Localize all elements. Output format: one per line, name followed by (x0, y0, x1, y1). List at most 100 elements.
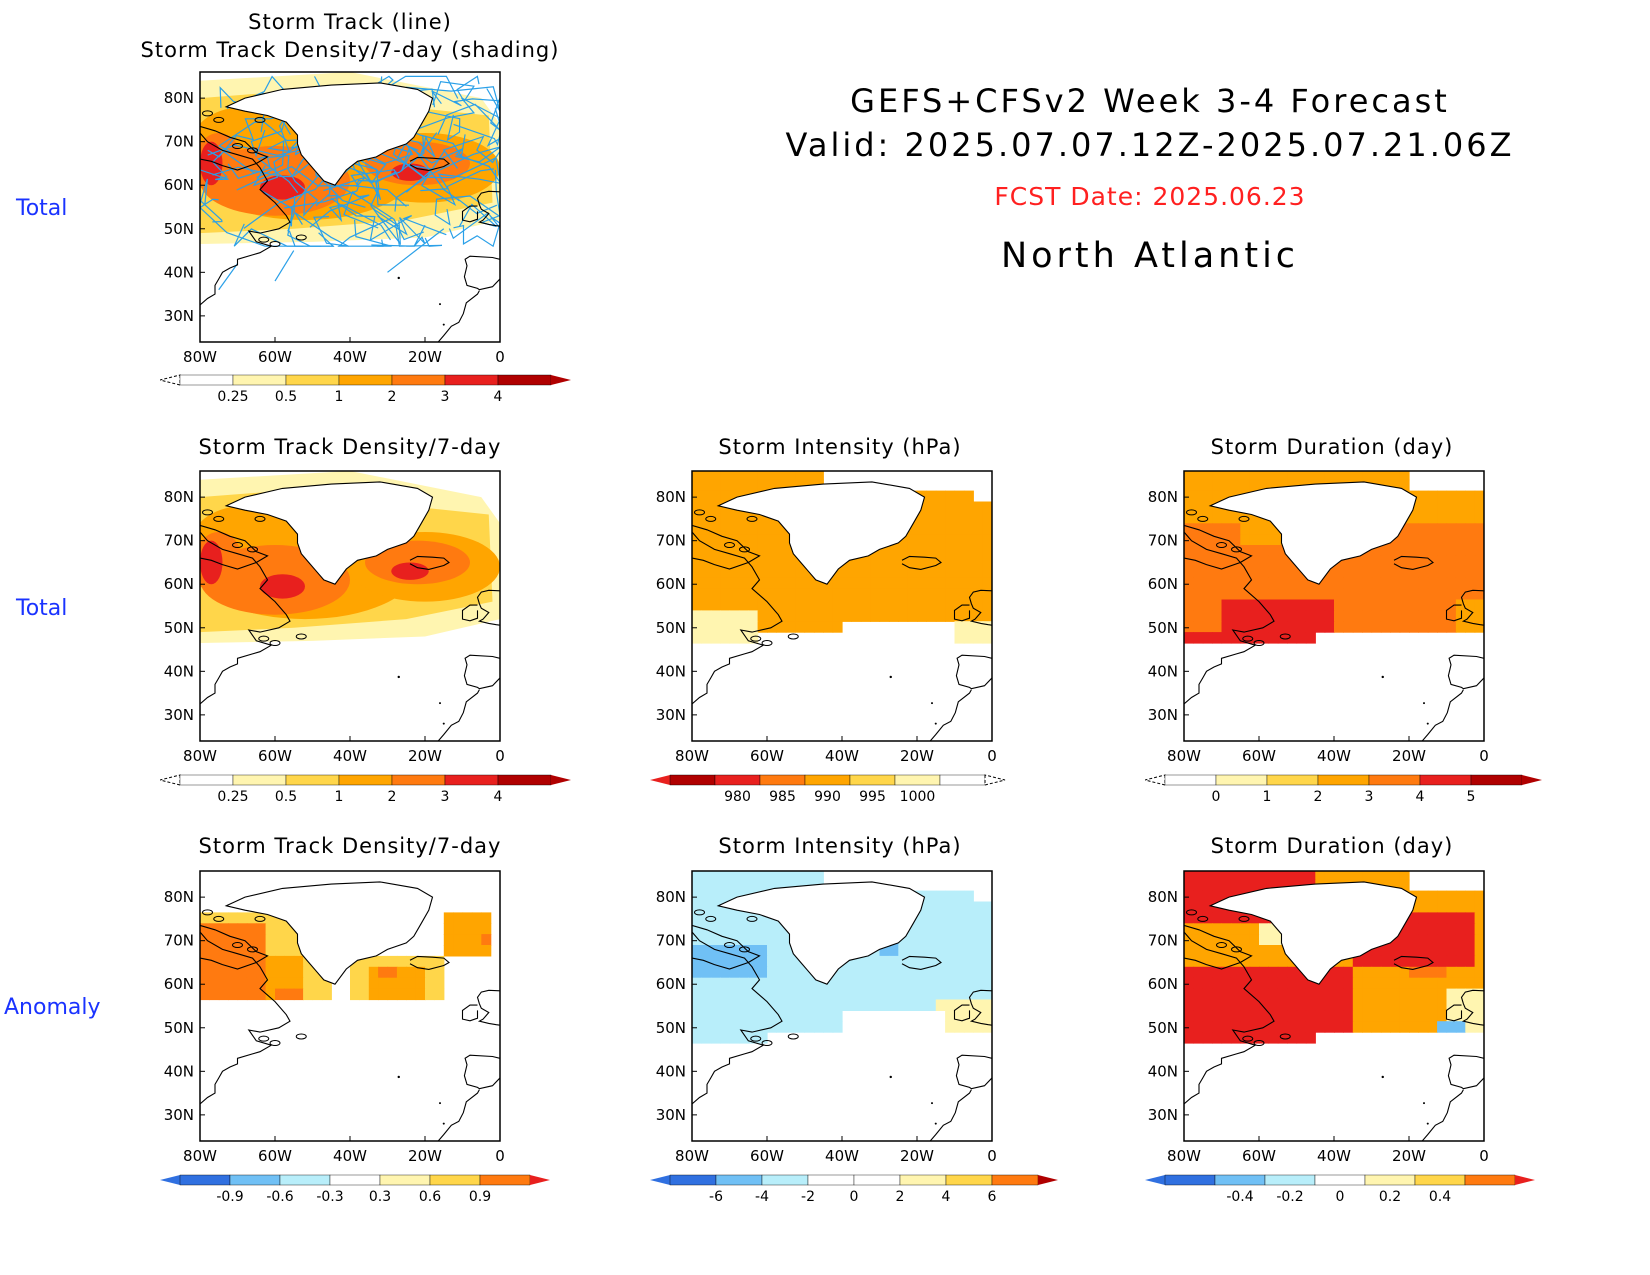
lat-tick-label: 60N (164, 975, 194, 993)
colorbar-label: 990 (814, 789, 841, 804)
lat-tick-label: 30N (656, 1106, 686, 1124)
forecast-title: GEFS+CFSv2 Week 3-4 Forecast (850, 82, 1450, 120)
colorbar-label: 0.6 (419, 1189, 441, 1204)
colorbar-label: -0.9 (216, 1189, 243, 1204)
lon-tick-label: 60W (258, 747, 292, 765)
lon-tick-label: 20W (1392, 747, 1426, 765)
map-panel-duration-anomaly: 80N 70N 60N 50N 40N 30N 80W 60W 40W 20W 0 (1134, 867, 1496, 1177)
colorbar-label: 1000 (900, 789, 936, 804)
colorbar-label: 2 (1314, 789, 1323, 804)
colorbar-label: 0.25 (217, 389, 248, 404)
lat-tick-label: 80N (656, 888, 686, 906)
lat-tick-label: 40N (1148, 1062, 1178, 1080)
colorbar-label: 0.4 (1429, 1189, 1451, 1204)
colorbar-label: -4 (755, 1189, 769, 1204)
lat-tick-label: 50N (164, 220, 194, 238)
lat-tick-label: 50N (656, 619, 686, 637)
lon-tick-label: 40W (333, 1147, 367, 1165)
lon-tick-label: 80W (1167, 747, 1201, 765)
lat-tick-label: 40N (656, 1062, 686, 1080)
colorbar-label: 3 (1365, 789, 1374, 804)
colorbar-label: 985 (769, 789, 796, 804)
colorbar-label: 1 (335, 789, 344, 804)
map-panel-intensity-anomaly: 80N 70N 60N 50N 40N 30N 80W 60W 40W 20W 0 (642, 867, 1004, 1177)
lon-tick-label: 20W (408, 1147, 442, 1165)
lon-tick-label: 0 (987, 747, 997, 765)
colorbar-duration: 0 1 2 3 4 5 (1144, 774, 1552, 808)
lat-tick-label: 70N (164, 133, 194, 151)
lon-tick-label: 20W (408, 747, 442, 765)
lon-tick-label: 40W (1317, 747, 1351, 765)
map-panel-intensity-total: 80N 70N 60N 50N 40N 30N 80W 60W 40W 20W 0 (642, 467, 1004, 777)
colorbar-label: -0.6 (266, 1189, 293, 1204)
colorbar-label: 2 (388, 789, 397, 804)
lat-tick-label: 30N (164, 1106, 194, 1124)
lat-tick-label: 30N (164, 307, 194, 325)
lat-tick-label: 50N (656, 1019, 686, 1037)
colorbar-density-anomaly: -0.9 -0.6 -0.3 0.3 0.6 0.9 (160, 1174, 560, 1208)
lat-tick-label: 70N (164, 932, 194, 950)
lat-tick-label: 50N (164, 619, 194, 637)
colorbar-label: -0.3 (316, 1189, 343, 1204)
lat-tick-label: 80N (164, 888, 194, 906)
lon-tick-label: 80W (183, 1147, 217, 1165)
colorbar-label: -0.4 (1226, 1189, 1253, 1204)
lon-tick-label: 20W (408, 348, 442, 366)
map-panel-storm-track: 80N 70N 60N 50N 40N 30N 80W 60W 40W 20W 0 (150, 68, 512, 378)
lon-tick-label: 60W (750, 747, 784, 765)
map-panel-density-anomaly: 80N 70N 60N 50N 40N 30N 80W 60W 40W 20W 0 (150, 867, 512, 1177)
colorbar-intensity: 980 985 990 995 1000 (650, 774, 1015, 808)
lat-tick-label: 70N (1148, 932, 1178, 950)
lat-tick-label: 70N (1148, 532, 1178, 550)
lon-tick-label: 20W (900, 747, 934, 765)
lon-tick-label: 20W (900, 1147, 934, 1165)
colorbar-label: -2 (801, 1189, 815, 1204)
lat-tick-label: 60N (656, 575, 686, 593)
colorbar-label: -0.2 (1276, 1189, 1303, 1204)
colorbar-label: 0.2 (1379, 1189, 1401, 1204)
lat-tick-label: 60N (164, 176, 194, 194)
colorbar-duration-anomaly: -0.4 -0.2 0 0.2 0.4 (1145, 1174, 1545, 1208)
colorbar-intensity-anomaly: -6 -4 -2 0 2 4 6 (650, 1174, 1068, 1208)
colorbar-label: 4 (494, 389, 503, 404)
colorbar-label: 1 (335, 389, 344, 404)
lat-tick-label: 40N (164, 662, 194, 680)
lon-tick-label: 40W (1317, 1147, 1351, 1165)
panel5-title: Storm Track Density/7-day (198, 834, 502, 858)
colorbar-label: 5 (1467, 789, 1476, 804)
colorbar-label: 4 (1416, 789, 1425, 804)
colorbar-label: 2 (388, 389, 397, 404)
lon-tick-label: 40W (825, 1147, 859, 1165)
colorbar-label: 0 (1212, 789, 1221, 804)
panel3-title: Storm Intensity (hPa) (718, 435, 962, 459)
panel1-title-line2: Storm Track Density/7-day (shading) (140, 38, 560, 62)
colorbar-label: 2 (896, 1189, 905, 1204)
lon-tick-label: 40W (333, 747, 367, 765)
lat-tick-label: 80N (164, 89, 194, 107)
lat-tick-label: 40N (164, 263, 194, 281)
lat-tick-label: 80N (1148, 488, 1178, 506)
fcst-date: FCST Date: 2025.06.23 (994, 182, 1306, 211)
lat-tick-label: 80N (164, 488, 194, 506)
lat-tick-label: 70N (656, 932, 686, 950)
lon-tick-label: 80W (1167, 1147, 1201, 1165)
lon-tick-label: 0 (1479, 747, 1489, 765)
colorbar-label: 6 (988, 1189, 997, 1204)
lon-tick-label: 40W (333, 348, 367, 366)
lat-tick-label: 40N (164, 1062, 194, 1080)
lon-tick-label: 80W (675, 1147, 709, 1165)
panel1-title-line1: Storm Track (line) (248, 10, 452, 34)
lat-tick-label: 60N (1148, 975, 1178, 993)
lat-tick-label: 70N (656, 532, 686, 550)
lat-tick-label: 30N (164, 706, 194, 724)
lon-tick-label: 0 (495, 747, 505, 765)
lat-tick-label: 80N (1148, 888, 1178, 906)
colorbar-label: 4 (494, 789, 503, 804)
map-panel-duration-total: 80N 70N 60N 50N 40N 30N 80W 60W 40W 20W 0 (1134, 467, 1496, 777)
colorbar-density-2: 0.25 0.5 1 2 3 4 (159, 774, 581, 808)
region-title: North Atlantic (1000, 236, 1300, 276)
colorbar-label: 0.5 (275, 789, 297, 804)
lon-tick-label: 80W (675, 747, 709, 765)
lon-tick-label: 0 (495, 348, 505, 366)
lon-tick-label: 60W (1242, 747, 1276, 765)
